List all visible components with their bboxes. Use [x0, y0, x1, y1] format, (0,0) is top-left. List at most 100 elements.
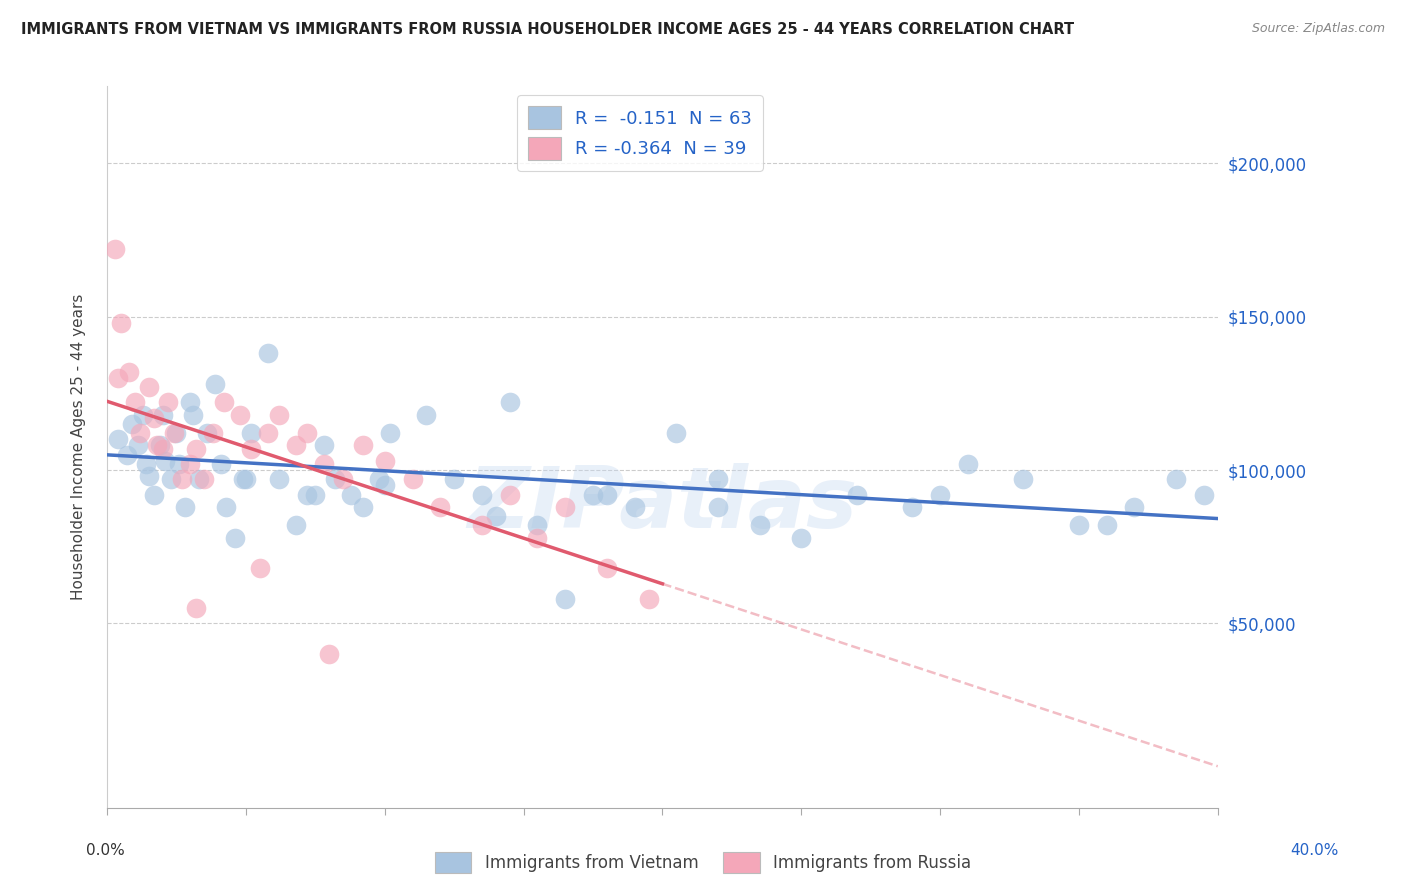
Point	[623, 500, 645, 514]
Point	[665, 426, 688, 441]
Point	[157, 395, 180, 409]
Point	[160, 472, 183, 486]
Point	[352, 500, 374, 514]
Point	[179, 395, 201, 409]
Point	[845, 487, 868, 501]
Point	[707, 500, 730, 514]
Point	[401, 472, 423, 486]
Point	[304, 487, 326, 501]
Text: ZIPatlas: ZIPatlas	[467, 463, 858, 546]
Point	[499, 395, 522, 409]
Legend: R =  -0.151  N = 63, R = -0.364  N = 39: R = -0.151 N = 63, R = -0.364 N = 39	[517, 95, 763, 170]
Point	[143, 487, 166, 501]
Point	[201, 426, 224, 441]
Point	[138, 380, 160, 394]
Point	[1192, 487, 1215, 501]
Point	[1067, 518, 1090, 533]
Point	[240, 442, 263, 456]
Point	[166, 426, 188, 441]
Point	[224, 531, 246, 545]
Point	[269, 472, 291, 486]
Point	[1095, 518, 1118, 533]
Y-axis label: Householder Income Ages 25 - 44 years: Householder Income Ages 25 - 44 years	[72, 293, 86, 600]
Point	[187, 472, 209, 486]
Point	[368, 472, 391, 486]
Point	[132, 408, 155, 422]
Point	[249, 561, 271, 575]
Point	[554, 500, 576, 514]
Point	[181, 408, 204, 422]
Point	[471, 518, 494, 533]
Point	[485, 509, 508, 524]
Point	[1166, 472, 1188, 486]
Point	[107, 433, 129, 447]
Point	[929, 487, 952, 501]
Point	[104, 242, 127, 256]
Point	[748, 518, 770, 533]
Point	[235, 472, 257, 486]
Point	[193, 472, 215, 486]
Point	[257, 346, 280, 360]
Point	[332, 472, 354, 486]
Point	[790, 531, 813, 545]
Point	[1012, 472, 1035, 486]
Point	[471, 487, 494, 501]
Point	[295, 487, 318, 501]
Point	[352, 438, 374, 452]
Point	[232, 472, 254, 486]
Point	[169, 457, 191, 471]
Point	[115, 448, 138, 462]
Point	[1123, 500, 1146, 514]
Point	[554, 591, 576, 606]
Point	[380, 426, 402, 441]
Text: 0.0%: 0.0%	[86, 843, 125, 858]
Point	[107, 371, 129, 385]
Point	[179, 457, 201, 471]
Point	[499, 487, 522, 501]
Point	[429, 500, 451, 514]
Point	[284, 438, 307, 452]
Point	[155, 454, 177, 468]
Point	[170, 472, 193, 486]
Point	[323, 472, 346, 486]
Point	[229, 408, 252, 422]
Point	[526, 531, 548, 545]
Point	[312, 457, 335, 471]
Point	[204, 377, 226, 392]
Point	[173, 500, 195, 514]
Point	[269, 408, 291, 422]
Point	[443, 472, 465, 486]
Point	[340, 487, 363, 501]
Point	[129, 426, 152, 441]
Point	[152, 408, 174, 422]
Point	[374, 454, 396, 468]
Legend: Immigrants from Vietnam, Immigrants from Russia: Immigrants from Vietnam, Immigrants from…	[427, 846, 979, 880]
Text: IMMIGRANTS FROM VIETNAM VS IMMIGRANTS FROM RUSSIA HOUSEHOLDER INCOME AGES 25 - 4: IMMIGRANTS FROM VIETNAM VS IMMIGRANTS FR…	[21, 22, 1074, 37]
Point	[596, 561, 619, 575]
Point	[318, 647, 340, 661]
Point	[295, 426, 318, 441]
Point	[143, 410, 166, 425]
Point	[257, 426, 280, 441]
Point	[415, 408, 437, 422]
Text: Source: ZipAtlas.com: Source: ZipAtlas.com	[1251, 22, 1385, 36]
Point	[124, 395, 146, 409]
Point	[637, 591, 659, 606]
Point	[284, 518, 307, 533]
Point	[956, 457, 979, 471]
Point	[374, 478, 396, 492]
Point	[901, 500, 924, 514]
Point	[240, 426, 263, 441]
Point	[149, 438, 172, 452]
Point	[152, 442, 174, 456]
Point	[118, 365, 141, 379]
Point	[121, 417, 143, 431]
Point	[312, 438, 335, 452]
Point	[138, 469, 160, 483]
Point	[209, 457, 232, 471]
Point	[195, 426, 218, 441]
Point	[184, 442, 207, 456]
Point	[146, 438, 169, 452]
Point	[163, 426, 186, 441]
Point	[707, 472, 730, 486]
